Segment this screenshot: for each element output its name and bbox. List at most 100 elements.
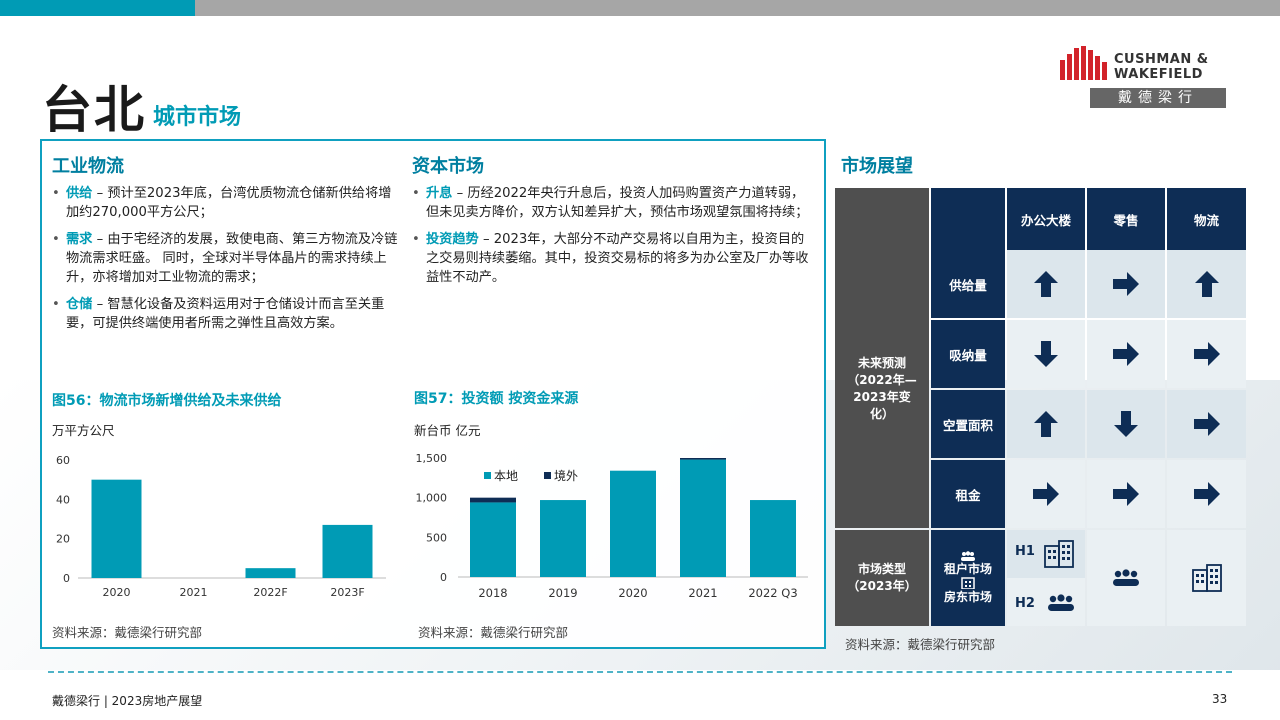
- x-tick-label: 2021: [180, 586, 208, 599]
- arrow-cell: [1007, 460, 1085, 528]
- col-header-office: 办公大楼: [1007, 188, 1085, 250]
- arrow-right-icon: [1113, 272, 1139, 296]
- arrow-cell: [1087, 250, 1165, 318]
- row-label: 租金: [931, 460, 1005, 528]
- list-item: 需求 – 由于宅经济的发展，致使电商、第三方物流及冷链物流需求旺盛。 同时，全球…: [52, 230, 398, 287]
- bar-segment: [470, 497, 516, 503]
- row-label: 供给量: [931, 250, 1005, 318]
- legend-tenant: 租户市场: [943, 562, 992, 576]
- fig57-source: 资料来源：戴德梁行研究部: [418, 625, 569, 640]
- legend-label: 境外: [554, 468, 578, 483]
- company-logo: CUSHMAN & WAKEFIELD 戴德梁行: [1060, 46, 1226, 108]
- logo-bars-icon: [1060, 46, 1107, 80]
- y-tick-label: 40: [56, 493, 70, 506]
- legend-swatch: [544, 472, 551, 479]
- arrow-right-icon: [1193, 482, 1220, 506]
- logo-text: CUSHMAN & WAKEFIELD: [1114, 52, 1209, 82]
- outlook-table: 办公大楼 零售 物流 未来预测（2022年—2023年变化） 供给量 吸纳量 空置面…: [835, 188, 1247, 626]
- arrow-cell: [1167, 250, 1246, 318]
- y-tick-label: 20: [56, 533, 70, 546]
- bar: [322, 524, 373, 578]
- bar-segment: [470, 502, 516, 577]
- arrow-cell: [1167, 390, 1246, 458]
- y-tick-label: 60: [56, 454, 70, 467]
- arrow-cell: [1087, 390, 1165, 458]
- bar-segment: [610, 470, 656, 577]
- h1-label: H1: [1015, 544, 1035, 559]
- people-icon: [961, 551, 975, 561]
- building-icon: [1191, 564, 1222, 592]
- list-item: 升息 – 历经2022年央行升息后，投资人加码购置资产力道转弱，但未见卖方降价，…: [412, 184, 812, 222]
- market-type-label: 市场类型（2023年）: [835, 530, 929, 626]
- x-tick-label: 2022 Q3: [748, 586, 797, 600]
- legend-landlord: 房东市场: [943, 590, 992, 604]
- office-market-type: H1 H2: [1007, 530, 1085, 626]
- outlook-source: 资料来源：戴德梁行研究部: [845, 637, 996, 652]
- x-tick-label: 2020: [103, 586, 131, 599]
- people-icon: [1113, 569, 1139, 586]
- col-header-retail: 零售: [1087, 188, 1165, 250]
- x-tick-label: 2021: [688, 586, 717, 600]
- fig57-unit: 新台币 亿元: [414, 423, 481, 438]
- building-icon: [961, 577, 975, 589]
- arrow-right-icon: [1193, 342, 1220, 366]
- row-label: 吸纳量: [931, 320, 1005, 388]
- arrow-down-icon: [1034, 341, 1058, 367]
- arrow-right-icon: [1113, 342, 1139, 366]
- industrial-heading: 工业物流: [52, 156, 124, 177]
- list-item: 仓储 – 智慧化设备及资料运用对于仓储设计而言至关重要，可提供终端使用者所需之弹…: [52, 295, 398, 333]
- x-tick-label: 2018: [478, 586, 507, 600]
- bar: [91, 479, 142, 578]
- arrow-cell: [1087, 460, 1165, 528]
- capital-heading: 资本市场: [412, 156, 484, 177]
- arrow-cell: [1007, 320, 1085, 388]
- forecast-group-label: 未来预测（2022年—2023年变化）: [835, 250, 929, 528]
- building-icon: [1044, 540, 1074, 568]
- top-bar-accent: [0, 0, 195, 16]
- arrow-right-icon: [1113, 482, 1139, 506]
- y-tick-label: 1,000: [416, 492, 448, 505]
- y-tick-label: 1,500: [416, 452, 448, 465]
- bar: [245, 568, 296, 578]
- arrow-cell: [1087, 320, 1165, 388]
- arrow-cell: [1007, 250, 1085, 318]
- arrow-cell: [1167, 320, 1246, 388]
- y-tick-label: 500: [426, 531, 447, 544]
- investment-bar-chart: 0 500 1,000 1,500 2018 2019 2020 2021 2022 Q3 本地 境…: [416, 452, 808, 600]
- x-tick-label: 2023F: [330, 586, 364, 599]
- bar-segment: [680, 459, 726, 577]
- arrow-right-icon: [1193, 412, 1220, 436]
- logo-cn: 戴德梁行: [1090, 88, 1226, 108]
- arrow-cell: [1007, 390, 1085, 458]
- logistics-market-type: [1167, 530, 1246, 626]
- arrow-down-icon: [1114, 411, 1138, 437]
- bar-segment: [680, 458, 726, 460]
- fig56-unit: 万平方公尺: [52, 423, 115, 438]
- arrow-up-icon: [1034, 411, 1058, 437]
- bar-segment: [540, 500, 586, 577]
- legend-swatch: [484, 472, 491, 479]
- header-blank: [931, 188, 1005, 250]
- capital-bullets: 升息 – 历经2022年央行升息后，投资人加码购置资产力道转弱，但未见卖方降价，…: [412, 184, 812, 295]
- x-tick-label: 2022F: [253, 586, 287, 599]
- top-bar: [0, 0, 1280, 16]
- list-item: 投资趋势 – 2023年，大部分不动产交易将以自用为主，投资目的之交易则持续萎缩…: [412, 230, 812, 287]
- y-tick-label: 0: [63, 572, 70, 585]
- arrow-right-icon: [1033, 482, 1059, 506]
- x-tick-label: 2020: [618, 586, 647, 600]
- h2-label: H2: [1015, 596, 1035, 611]
- market-type-legend: 租户市场 房东市场: [931, 530, 1005, 626]
- legend-label: 本地: [494, 469, 518, 483]
- page-subtitle: 城市市场: [153, 105, 242, 130]
- y-tick-label: 0: [440, 571, 447, 584]
- arrow-up-icon: [1034, 271, 1058, 297]
- footer-text: 戴德梁行 | 2023房地产展望: [52, 694, 203, 708]
- footer-divider: [48, 671, 1232, 673]
- table-corner: [835, 188, 929, 250]
- page-number: 33: [1212, 692, 1228, 706]
- fig57-title: 图57：投资额 按资金来源: [414, 391, 579, 407]
- col-header-logistics: 物流: [1167, 188, 1246, 250]
- fig56-source: 资料来源：戴德梁行研究部: [52, 625, 203, 640]
- arrow-up-icon: [1194, 271, 1219, 297]
- page-title: 台北: [42, 81, 146, 139]
